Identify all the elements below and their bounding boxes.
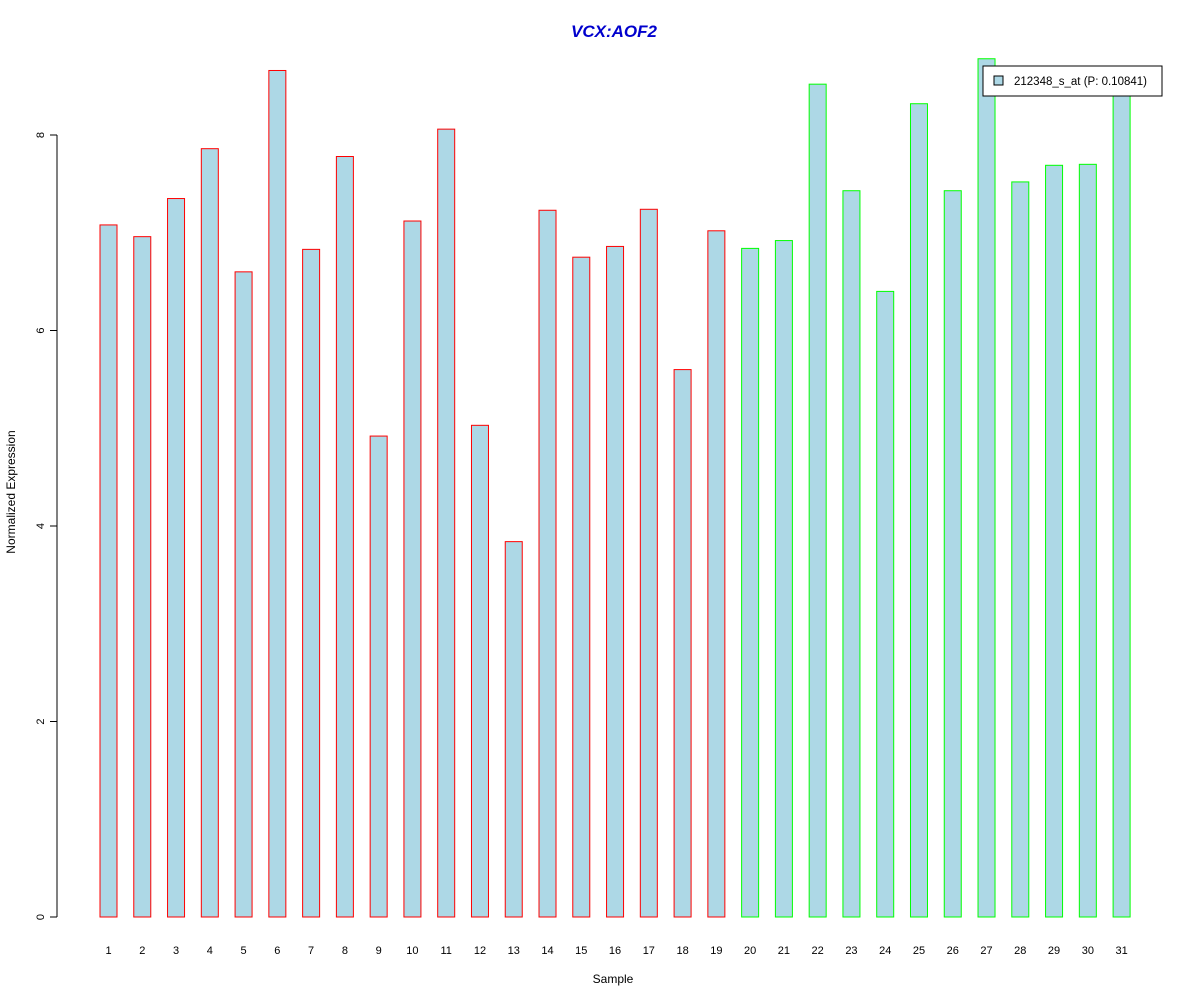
x-tick-label: 2: [139, 945, 145, 957]
bar: [741, 247, 760, 918]
bar: [133, 236, 152, 918]
x-axis-title: Sample: [593, 972, 634, 986]
x-tick-label: 24: [879, 945, 891, 957]
bar: [909, 103, 928, 918]
bar: [302, 248, 321, 918]
chart-title: VCX:AOF2: [571, 22, 658, 41]
y-tick-label: 6: [35, 327, 47, 333]
x-tick-label: 18: [676, 945, 688, 957]
bar: [234, 271, 253, 918]
x-tick-label: 23: [845, 945, 857, 957]
x-tick-label: 16: [609, 945, 621, 957]
bar: [504, 541, 523, 918]
x-tick-label: 28: [1014, 945, 1026, 957]
x-tick-label: 29: [1048, 945, 1060, 957]
x-tick-label: 8: [342, 945, 348, 957]
bar: [99, 224, 118, 918]
x-tick-label: 26: [947, 945, 959, 957]
bar: [943, 190, 962, 918]
bar: [538, 209, 557, 918]
bar: [606, 245, 625, 918]
bar: [639, 208, 658, 918]
y-axis: 0 2 4 6 8: [35, 132, 58, 920]
bar: [1112, 90, 1131, 918]
y-tick-label: 4: [35, 523, 47, 529]
x-tick-label: 4: [207, 945, 213, 957]
x-tick-label: 17: [643, 945, 655, 957]
bar: [335, 156, 354, 918]
bar: [1045, 164, 1064, 918]
bars: [99, 58, 1131, 918]
bar: [977, 58, 996, 918]
bar: [403, 220, 422, 918]
y-tick-label: 0: [35, 914, 47, 920]
x-tick-label: 27: [980, 945, 992, 957]
x-tick-label: 6: [274, 945, 280, 957]
bar: [707, 230, 726, 918]
bar: [1011, 181, 1030, 918]
x-tick-label: 9: [376, 945, 382, 957]
x-tick-label: 19: [710, 945, 722, 957]
x-tick-label: 25: [913, 945, 925, 957]
bar: [842, 190, 861, 918]
x-axis: 1 2 3 4 5 6 7 8 9 10 11 12 13 14 15 16 17 18 19 20 21 22 23 24 2…: [105, 945, 1127, 957]
x-tick-label: 1: [105, 945, 111, 957]
legend-box: [982, 65, 1163, 97]
bar: [369, 435, 388, 918]
bar: [774, 240, 793, 918]
x-tick-label: 12: [474, 945, 486, 957]
bar: [470, 424, 489, 918]
y-tick-label: 2: [35, 718, 47, 724]
bar: [808, 83, 827, 918]
legend: 212348_s_at (P: 0.10841): [982, 65, 1163, 97]
legend-swatch: [993, 75, 1004, 86]
x-tick-label: 31: [1115, 945, 1127, 957]
x-tick-label: 10: [406, 945, 418, 957]
x-tick-label: 15: [575, 945, 587, 957]
y-axis-title: Normalized Expression: [4, 430, 18, 553]
y-tick-label: 8: [35, 132, 47, 138]
x-tick-label: 3: [173, 945, 179, 957]
x-tick-label: 20: [744, 945, 756, 957]
x-tick-label: 7: [308, 945, 314, 957]
legend-label: 212348_s_at (P: 0.10841): [1014, 76, 1147, 88]
x-tick-label: 30: [1082, 945, 1094, 957]
x-tick-label: 21: [778, 945, 790, 957]
x-tick-label: 13: [508, 945, 520, 957]
x-tick-label: 22: [812, 945, 824, 957]
bar: [1078, 163, 1097, 918]
bar: [437, 128, 456, 918]
x-tick-label: 5: [241, 945, 247, 957]
bar: [268, 69, 287, 918]
bar: [167, 198, 186, 918]
x-tick-label: 14: [541, 945, 553, 957]
x-tick-label: 11: [440, 945, 451, 957]
bar: [876, 290, 895, 918]
bar: [200, 148, 219, 918]
bar: [572, 256, 591, 918]
bar: [673, 369, 692, 918]
